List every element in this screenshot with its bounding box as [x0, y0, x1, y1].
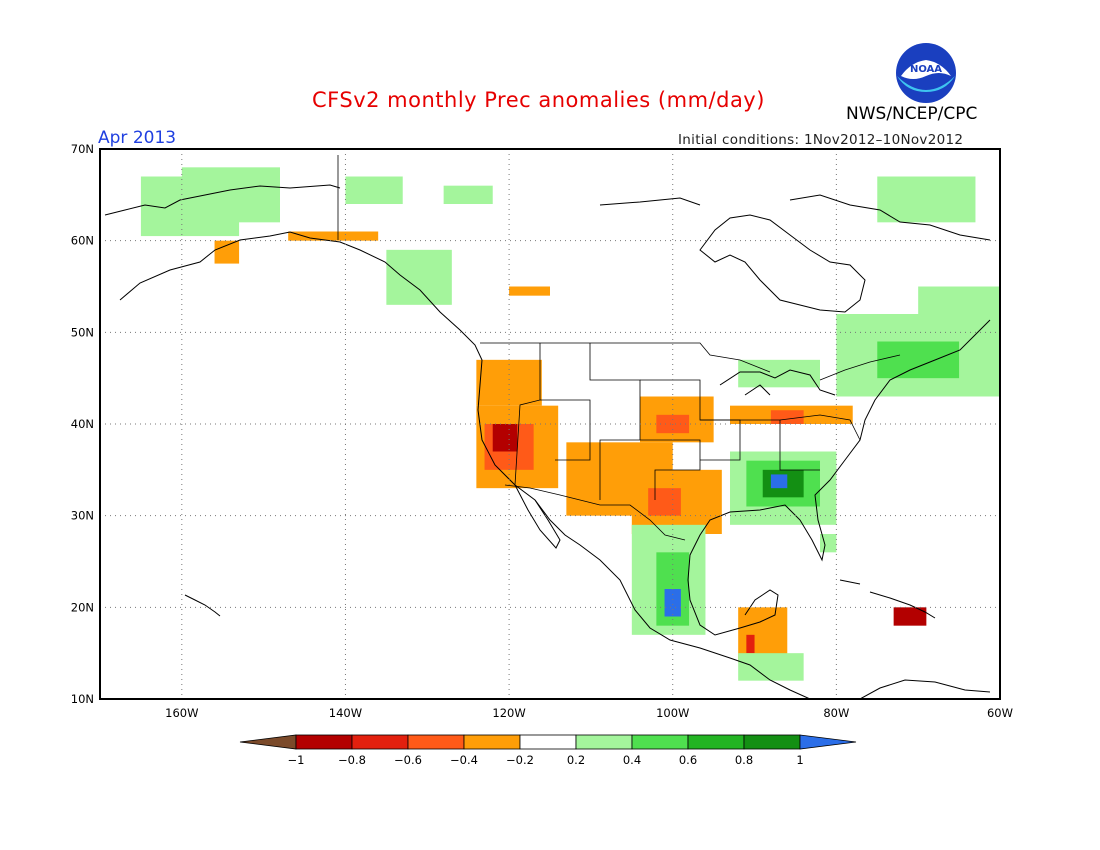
colorbar-swatch	[407, 734, 465, 750]
anomaly-alaska-south-coast	[288, 231, 379, 241]
colorbar-swatch	[631, 734, 689, 750]
forecast-period: Apr 2013	[98, 128, 177, 148]
noaa-logo: NOAA	[896, 43, 956, 103]
colorbar-label: −0.8	[338, 753, 366, 767]
anomaly-midwest-core	[770, 410, 804, 424]
graticule	[100, 149, 1000, 699]
lon-label: 80W	[823, 706, 849, 720]
lon-label: 160W	[165, 706, 198, 720]
lat-label: 20N	[71, 600, 94, 614]
colorbar-label: 1	[796, 753, 803, 767]
initial-conditions: Initial conditions: 1Nov2012–10Nov2012	[678, 132, 964, 148]
anomaly-nwt-north	[443, 185, 493, 204]
lon-label: 140W	[329, 706, 362, 720]
colorbar: −1 −0.8 −0.6 −0.4 −0.2 0.2 0.4 0.6 0.8 1	[239, 734, 857, 767]
lat-label: 50N	[71, 325, 94, 339]
anomaly-fills	[140, 167, 1000, 681]
anomaly-labrador	[918, 286, 1000, 314]
anomaly-mexico-east-core	[664, 589, 681, 617]
colorbar-label: 0.4	[623, 753, 641, 767]
colorbar-label: 0.8	[735, 753, 753, 767]
anomaly-alaska-southwest	[214, 240, 240, 264]
colorbar-left-arrow	[239, 734, 297, 750]
lon-label: 120W	[492, 706, 525, 720]
colorbar-swatch	[519, 734, 577, 750]
anomaly-bc-panhandle	[386, 249, 452, 305]
lat-label: 10N	[71, 692, 94, 706]
agency-label: NWS/NCEP/CPC	[846, 104, 978, 124]
map-frame	[99, 148, 1001, 700]
colorbar-label: −0.2	[506, 753, 534, 767]
coastlines	[104, 184, 991, 699]
colorbar-label: 0.6	[679, 753, 697, 767]
anomaly-alabama-core	[770, 474, 788, 489]
colorbar-swatch	[687, 734, 745, 750]
anomaly-greenland-south	[877, 176, 976, 223]
political-borders	[337, 155, 901, 541]
anomaly-yukon-north	[345, 176, 403, 204]
lon-label: 100W	[656, 706, 689, 720]
colorbar-label: −1	[288, 753, 305, 767]
lat-label: 30N	[71, 509, 94, 523]
anomaly-mexico-south-core	[746, 634, 755, 654]
colorbar-label: 0.2	[567, 753, 585, 767]
logo-text: NOAA	[910, 64, 942, 75]
colorbar-swatch	[351, 734, 409, 750]
anomaly-texas-core	[648, 488, 681, 516]
anomaly-northwest-us	[476, 359, 542, 406]
anomaly-california-dry	[492, 424, 518, 452]
lat-label: 60N	[71, 234, 94, 248]
lat-label: 70N	[71, 142, 94, 156]
colorbar-swatch	[295, 734, 353, 750]
colorbar-label: −0.6	[394, 753, 422, 767]
anomaly-central-america	[738, 653, 804, 681]
anomaly-quebec-wet	[877, 341, 960, 379]
anomaly-hispaniola	[893, 607, 927, 626]
lon-label: 60W	[987, 706, 1013, 720]
colorbar-label: −0.4	[450, 753, 478, 767]
map-title: CFSv2 monthly Prec anomalies (mm/day)	[312, 88, 765, 112]
axis-ticks: 160W 140W 120W 100W 80W 60W 70N 60N 50N 40N 30N 20N…	[71, 142, 1013, 720]
anomaly-alaska-north	[181, 167, 280, 223]
colorbar-swatch	[463, 734, 521, 750]
colorbar-swatch	[575, 734, 633, 750]
anomaly-canada-prairie-dry	[509, 286, 550, 296]
lat-label: 40N	[71, 417, 94, 431]
colorbar-right-arrow	[799, 734, 857, 750]
colorbar-swatch	[743, 734, 801, 750]
